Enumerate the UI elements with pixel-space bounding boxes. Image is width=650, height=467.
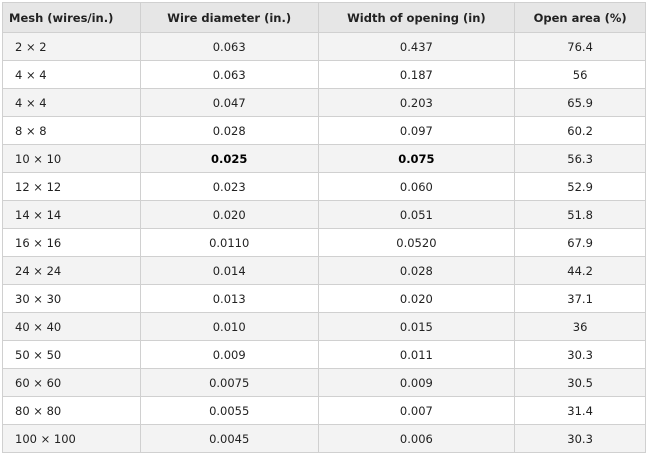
- table-cell: 40 × 40: [2, 312, 141, 341]
- table-row: 4 × 4 0.047 0.203 65.9: [2, 88, 646, 117]
- table-cell: 0.020: [139, 200, 319, 229]
- table-cell: 56.3: [514, 144, 646, 173]
- table-cell: 50 × 50: [2, 340, 141, 369]
- table-cell: 0.203: [317, 88, 516, 117]
- table-cell: 60 × 60: [2, 368, 141, 397]
- table-cell: 51.8: [514, 200, 646, 229]
- table-cell: 0.009: [317, 368, 516, 397]
- table-header: Mesh (wires/in.) Wire diameter (in.) Width…: [2, 2, 646, 33]
- table-cell: 4 × 4: [2, 60, 141, 89]
- table-cell: 67.9: [514, 228, 646, 257]
- table-cell: 0.025: [139, 144, 319, 173]
- table-cell: 0.075: [317, 144, 516, 173]
- table-cell: 44.2: [514, 256, 646, 285]
- table-cell: 0.015: [317, 312, 516, 341]
- table-cell: 0.0520: [317, 228, 516, 257]
- table-cell: 0.007: [317, 396, 516, 425]
- table-cell: 30.3: [514, 340, 646, 369]
- table-cell: 0.0055: [139, 396, 319, 425]
- table-cell: 30.5: [514, 368, 646, 397]
- table-cell: 0.0110: [139, 228, 319, 257]
- table-cell: 65.9: [514, 88, 646, 117]
- table-cell: 60.2: [514, 116, 646, 145]
- table-cell: 0.097: [317, 116, 516, 145]
- table-row: 12 × 12 0.023 0.060 52.9: [2, 172, 646, 201]
- header-cell: Open area (%): [514, 2, 646, 33]
- header-row: Mesh (wires/in.) Wire diameter (in.) Width…: [2, 2, 646, 33]
- table-cell: 76.4: [514, 32, 646, 61]
- table-cell: 30 × 30: [2, 284, 141, 313]
- table-cell: 8 × 8: [2, 116, 141, 145]
- table-body: 2 × 2 0.063 0.437 76.4 4 × 4 0.063 0.187 56 4 × …: [2, 32, 646, 453]
- table-row: 2 × 2 0.063 0.437 76.4: [2, 32, 646, 61]
- table-cell: 24 × 24: [2, 256, 141, 285]
- table-cell: 0.028: [317, 256, 516, 285]
- table-cell: 52.9: [514, 172, 646, 201]
- table-row: 16 × 16 0.0110 0.0520 67.9: [2, 228, 646, 257]
- table-cell: 36: [514, 312, 646, 341]
- table-cell: 12 × 12: [2, 172, 141, 201]
- table-row: 40 × 40 0.010 0.015 36: [2, 312, 646, 341]
- header-cell: Mesh (wires/in.): [2, 2, 141, 33]
- table-cell: 0.020: [317, 284, 516, 313]
- table-cell: 0.014: [139, 256, 319, 285]
- table-cell: 0.047: [139, 88, 319, 117]
- table-row: 50 × 50 0.009 0.011 30.3: [2, 340, 646, 369]
- table-cell: 0.010: [139, 312, 319, 341]
- table-cell: 0.011: [317, 340, 516, 369]
- table-cell: 37.1: [514, 284, 646, 313]
- table-cell: 0.009: [139, 340, 319, 369]
- table-row: 80 × 80 0.0055 0.007 31.4: [2, 396, 646, 425]
- table-row: 30 × 30 0.013 0.020 37.1: [2, 284, 646, 313]
- table-row: 60 × 60 0.0075 0.009 30.5: [2, 368, 646, 397]
- table-cell: 30.3: [514, 424, 646, 453]
- table-row: 4 × 4 0.063 0.187 56: [2, 60, 646, 89]
- table-cell: 0.023: [139, 172, 319, 201]
- table-cell: 10 × 10: [2, 144, 141, 173]
- table-cell: 0.063: [139, 32, 319, 61]
- table-cell: 31.4: [514, 396, 646, 425]
- table-row: 24 × 24 0.014 0.028 44.2: [2, 256, 646, 285]
- table-row: 14 × 14 0.020 0.051 51.8: [2, 200, 646, 229]
- table-cell: 4 × 4: [2, 88, 141, 117]
- table-cell: 16 × 16: [2, 228, 141, 257]
- table-cell: 0.028: [139, 116, 319, 145]
- table-cell: 0.0045: [139, 424, 319, 453]
- table-cell: 0.0075: [139, 368, 319, 397]
- table-cell: 0.187: [317, 60, 516, 89]
- table-row: 8 × 8 0.028 0.097 60.2: [2, 116, 646, 145]
- table-cell: 0.063: [139, 60, 319, 89]
- table-cell: 100 × 100: [2, 424, 141, 453]
- data-table: Mesh (wires/in.) Wire diameter (in.) Width…: [2, 2, 646, 453]
- table-cell: 0.006: [317, 424, 516, 453]
- table-cell: 0.060: [317, 172, 516, 201]
- header-cell: Width of opening (in): [317, 2, 516, 33]
- table-cell: 2 × 2: [2, 32, 141, 61]
- table-row: 100 × 100 0.0045 0.006 30.3: [2, 424, 646, 453]
- table-cell: 0.437: [317, 32, 516, 61]
- header-cell: Wire diameter (in.): [139, 2, 319, 33]
- table-row: 10 × 10 0.025 0.075 56.3: [2, 144, 646, 173]
- table-cell: 0.013: [139, 284, 319, 313]
- table-cell: 0.051: [317, 200, 516, 229]
- table-cell: 14 × 14: [2, 200, 141, 229]
- table-cell: 80 × 80: [2, 396, 141, 425]
- table-cell: 56: [514, 60, 646, 89]
